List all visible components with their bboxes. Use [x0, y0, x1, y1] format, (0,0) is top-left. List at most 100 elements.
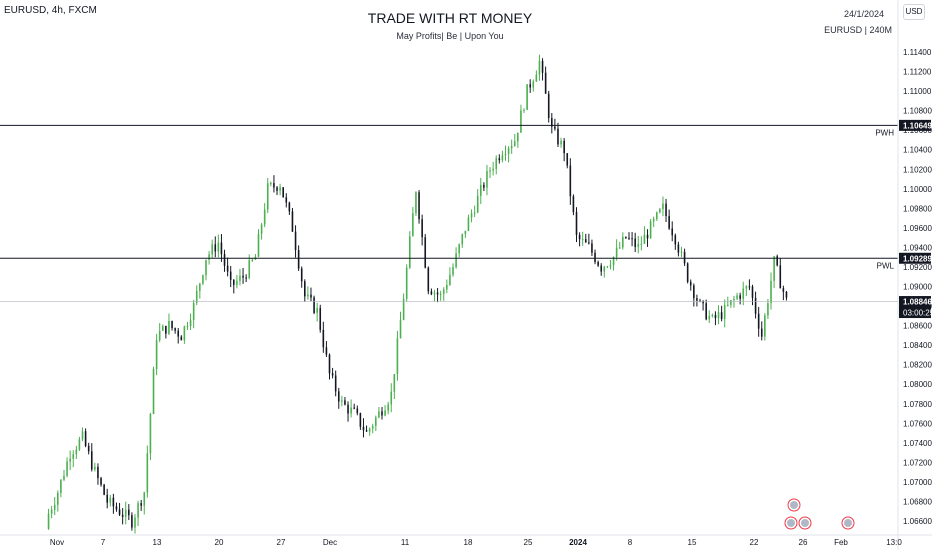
candle-body — [517, 132, 519, 142]
candle-body — [307, 294, 309, 297]
price-tick-label: 1.09400 — [903, 243, 932, 252]
price-tick-label: 1.09000 — [903, 283, 932, 292]
price-tick-label: 1.09200 — [903, 263, 932, 272]
candle-body — [236, 280, 238, 285]
candle-body — [124, 509, 127, 517]
candle-body — [192, 302, 195, 321]
candle-body — [442, 289, 445, 294]
candle-body — [572, 196, 575, 213]
candle-body — [81, 431, 84, 440]
candle-body — [668, 216, 670, 229]
candle-body — [563, 140, 565, 154]
time-tick-label: 7 — [101, 538, 106, 547]
candle-body — [476, 195, 479, 213]
candle-body — [288, 202, 291, 212]
candle-body — [161, 325, 164, 331]
time-tick-label: Feb — [834, 538, 848, 547]
candle-body — [754, 297, 757, 314]
price-axis[interactable]: 1.114001.112001.110001.108001.106001.104… — [897, 0, 932, 550]
candle-body — [659, 209, 661, 213]
candle-body — [625, 236, 627, 238]
flag-fill — [787, 519, 795, 527]
candle-body — [174, 328, 176, 331]
candle-body — [720, 312, 723, 319]
price-tick-label: 1.06600 — [903, 517, 932, 526]
time-tick-label: 25 — [524, 538, 533, 547]
candle-body — [702, 300, 704, 304]
price-tick-label: 1.08200 — [903, 361, 932, 370]
candle-body — [266, 183, 269, 210]
candle-body — [631, 238, 633, 240]
price-tick-label: 1.07600 — [903, 419, 932, 428]
level-price-tag: 1.09289 — [903, 254, 932, 263]
candle-body — [547, 93, 550, 119]
symbol-label[interactable]: EURUSD, 4h, FXCM — [4, 5, 97, 16]
candle-body — [106, 494, 109, 503]
candle-body — [693, 285, 695, 299]
candle-body — [757, 313, 760, 329]
time-axis[interactable]: Nov 7 13 20 27 Dec 11 18 25 2024 8 15 22 26 Feb 13:0 — [0, 534, 932, 547]
level-label: PWH — [875, 128, 894, 137]
candle-body — [760, 328, 763, 337]
candle-body — [696, 298, 698, 301]
candle-body — [575, 212, 578, 235]
candle-body — [158, 330, 161, 341]
candle-body — [90, 451, 93, 470]
candle-body — [273, 183, 275, 188]
candle-body — [297, 250, 300, 269]
candle-body — [304, 281, 306, 297]
candle-body — [371, 425, 374, 429]
candle-body — [140, 503, 142, 506]
candle-body — [560, 140, 562, 145]
candle-body — [239, 275, 241, 281]
candle-body — [764, 315, 766, 337]
candle-body — [405, 267, 408, 299]
candle-body — [578, 234, 581, 240]
candle-body — [634, 238, 636, 247]
time-tick-label: 8 — [628, 538, 633, 547]
candle-body — [433, 292, 436, 295]
candle-body — [504, 154, 507, 156]
candle-body — [217, 242, 220, 252]
candle-body — [143, 492, 146, 506]
candle-body — [554, 126, 556, 129]
candle-body — [359, 413, 362, 427]
candle-body — [408, 236, 411, 268]
levels-layer: PWH PWL — [0, 124, 898, 302]
price-tick-label: 1.11400 — [903, 48, 932, 57]
candle-body — [344, 400, 346, 405]
candle-body — [529, 84, 531, 88]
candle-body — [69, 458, 71, 462]
time-tick-label: 18 — [464, 538, 473, 547]
price-tick-label: 1.06800 — [903, 497, 932, 506]
candle-body — [211, 244, 213, 255]
candle-body — [365, 430, 368, 432]
candle-body — [742, 288, 745, 299]
candle-body — [662, 203, 664, 210]
candle-body — [767, 303, 769, 316]
candle-body — [603, 266, 606, 272]
candle-body — [291, 211, 294, 232]
candle-body — [652, 219, 655, 222]
candle-body — [134, 517, 136, 528]
candle-body — [541, 60, 544, 73]
candle-body — [100, 478, 102, 485]
candle-body — [353, 407, 356, 409]
candle-body — [622, 236, 624, 248]
level-price-tag-bg — [899, 119, 931, 131]
candle-body — [47, 513, 50, 529]
level-price-tag-bg — [899, 252, 931, 264]
candle-body — [66, 461, 68, 476]
candle-body — [199, 283, 201, 291]
candle-body — [180, 336, 183, 341]
price-tick-label: 1.07800 — [903, 400, 932, 409]
candle-body — [72, 454, 75, 459]
candle-body — [736, 295, 738, 299]
candle-body — [495, 158, 498, 169]
currency-button[interactable]: USD — [903, 4, 925, 20]
candle-body — [60, 479, 62, 493]
time-tick-label: 2024 — [569, 538, 587, 547]
candle-body — [313, 297, 315, 313]
candle-body — [121, 514, 124, 517]
